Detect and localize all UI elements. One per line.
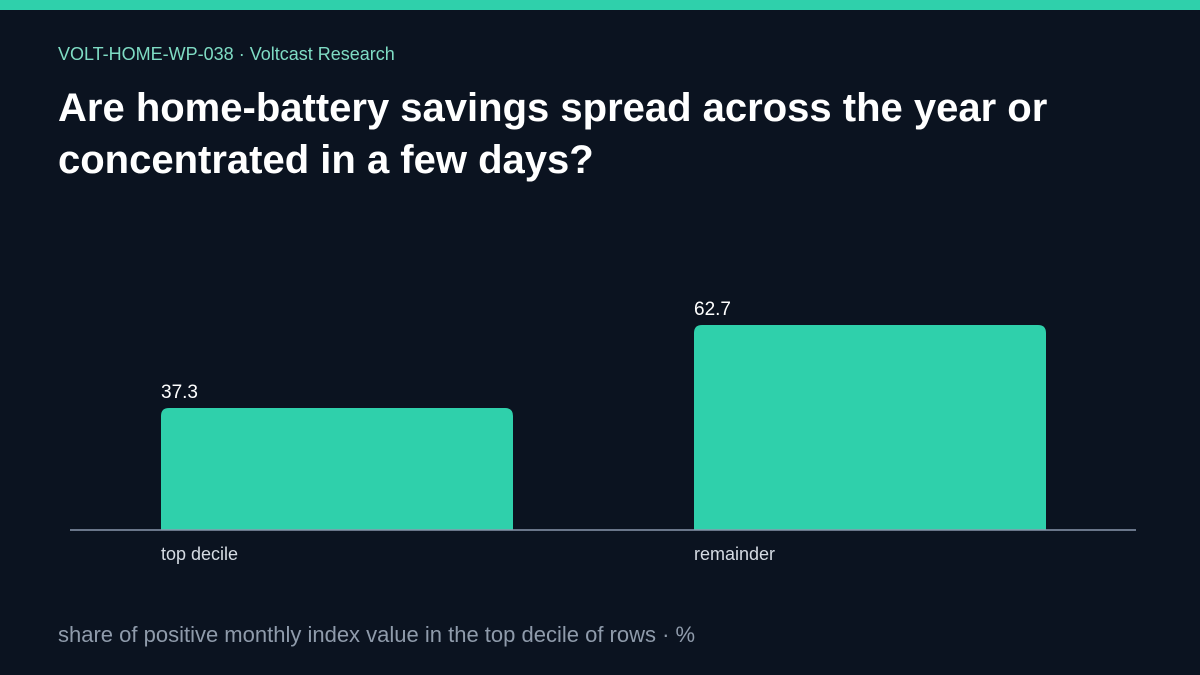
report-kicker: VOLT-HOME-WP-038 · Voltcast Research: [58, 44, 395, 64]
bar-value-label: 37.3: [161, 382, 198, 403]
category-tick-label: remainder: [694, 544, 775, 564]
bar-value-label: 62.7: [694, 299, 731, 320]
chart-title: Are home-battery savings spread across t…: [58, 86, 1048, 182]
bar-top-decile: [161, 408, 513, 530]
accent-top-bar: [0, 0, 1200, 10]
category-tick-label: top decile: [161, 544, 238, 564]
bar-remainder: [694, 325, 1046, 530]
chart-footnote: share of positive monthly index value in…: [58, 622, 696, 647]
